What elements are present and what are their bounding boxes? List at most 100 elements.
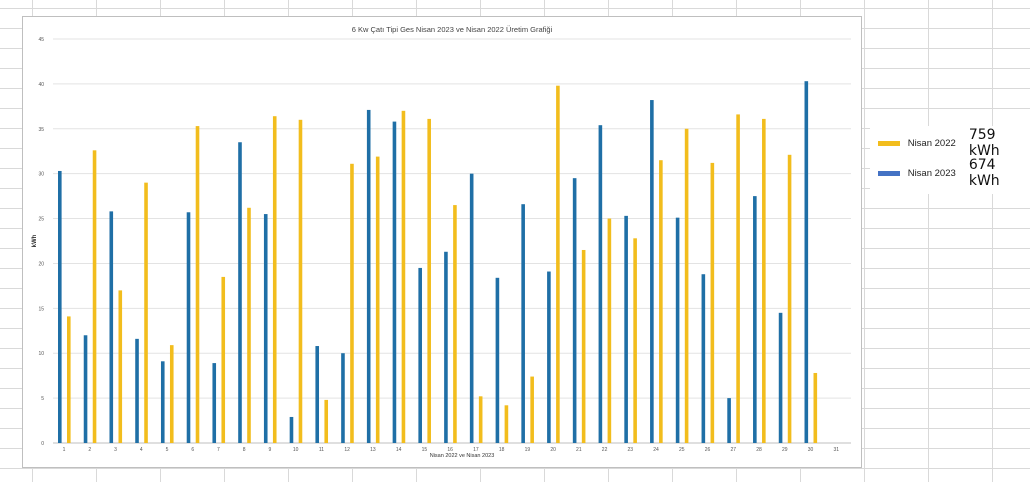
bar-nisan-2023 xyxy=(495,277,500,443)
bar-nisan-2023 xyxy=(186,212,191,443)
x-tick-label: 3 xyxy=(114,447,117,453)
chart-title: 6 Kw Çatı Tipi Ges Nisan 2023 ve Nisan 2… xyxy=(352,25,553,34)
x-tick-label: 30 xyxy=(808,447,814,453)
y-tick-label: 35 xyxy=(38,127,44,133)
legend: Nisan 2022 759 kWh Nisan 2023 674 kWh xyxy=(870,126,1030,194)
bar-nisan-2022 xyxy=(67,316,71,443)
bar-nisan-2022 xyxy=(453,205,457,443)
bar-nisan-2023 xyxy=(675,217,680,443)
bar-nisan-2022 xyxy=(272,116,277,443)
bar-nisan-2023 xyxy=(650,100,654,443)
x-tick-label: 4 xyxy=(140,447,143,453)
x-tick-label: 20 xyxy=(550,447,556,453)
bar-nisan-2022 xyxy=(607,218,612,443)
legend-total-2023: 674 kWh xyxy=(968,157,1000,189)
x-tick-label: 17 xyxy=(473,447,479,453)
legend-item-2023: Nisan 2023 674 kWh xyxy=(878,157,1030,189)
legend-swatch-2023 xyxy=(878,170,900,176)
bar-nisan-2022 xyxy=(787,154,792,443)
x-tick-label: 8 xyxy=(243,447,246,453)
bar-nisan-2023 xyxy=(572,178,577,443)
bar-nisan-2023 xyxy=(58,170,62,443)
bar-nisan-2022 xyxy=(710,162,715,444)
y-tick-label: 15 xyxy=(38,306,44,312)
bar-nisan-2023 xyxy=(753,196,757,443)
y-tick-label: 25 xyxy=(38,217,44,223)
x-tick-label: 7 xyxy=(217,447,220,453)
bar-nisan-2023 xyxy=(238,142,242,443)
bar-nisan-2023 xyxy=(521,204,525,443)
bar-nisan-2022 xyxy=(762,118,766,443)
x-axis-label: Nisan 2022 ve Nisan 2023 xyxy=(430,453,495,459)
bar-nisan-2022 xyxy=(401,110,406,444)
bar-nisan-2023 xyxy=(547,271,551,443)
x-tick-label: 9 xyxy=(269,447,272,453)
x-tick-label: 29 xyxy=(782,447,788,453)
bar-nisan-2022 xyxy=(736,114,740,443)
x-tick-label: 19 xyxy=(525,447,531,453)
bar-nisan-2022 xyxy=(659,160,663,443)
bar-nisan-2023 xyxy=(366,109,371,444)
bar-nisan-2023 xyxy=(624,215,628,443)
y-tick-label: 0 xyxy=(41,441,44,447)
bar-nisan-2022 xyxy=(247,207,251,443)
bar-nisan-2022 xyxy=(684,128,689,443)
x-tick-label: 28 xyxy=(756,447,762,453)
bar-nisan-2022 xyxy=(324,399,329,443)
bar-nisan-2022 xyxy=(118,290,123,443)
x-tick-label: 27 xyxy=(731,447,737,453)
x-tick-label: 21 xyxy=(576,447,582,453)
bar-nisan-2022 xyxy=(530,376,534,443)
bar-nisan-2023 xyxy=(341,353,345,443)
bar-nisan-2023 xyxy=(109,211,114,443)
bar-nisan-2023 xyxy=(598,125,603,443)
chart-area[interactable]: 6 Kw Çatı Tipi Ges Nisan 2023 ve Nisan 2… xyxy=(22,16,862,468)
bar-nisan-2022 xyxy=(556,85,560,443)
bar-nisan-2023 xyxy=(778,312,783,443)
bar-nisan-2022 xyxy=(375,156,380,443)
bar-nisan-2022 xyxy=(169,345,174,443)
bar-nisan-2023 xyxy=(701,274,706,443)
legend-label-2022: Nisan 2022 xyxy=(907,137,956,149)
y-axis-label: kWh xyxy=(32,234,38,247)
x-tick-label: 13 xyxy=(370,447,376,453)
bar-nisan-2023 xyxy=(392,121,397,444)
x-tick-label: 16 xyxy=(447,447,453,453)
bar-nisan-2023 xyxy=(212,363,217,443)
x-tick-label: 31 xyxy=(833,447,839,453)
x-tick-label: 6 xyxy=(191,447,194,453)
bar-nisan-2022 xyxy=(350,163,354,443)
bar-nisan-2022 xyxy=(478,396,483,443)
y-tick-label: 30 xyxy=(38,172,44,178)
bar-chart: 6 Kw Çatı Tipi Ges Nisan 2023 ve Nisan 2… xyxy=(32,25,851,459)
x-tick-label: 18 xyxy=(499,447,505,453)
x-tick-label: 12 xyxy=(344,447,350,453)
legend-label-2023: Nisan 2023 xyxy=(907,167,956,179)
y-tick-label: 5 xyxy=(41,396,44,402)
bar-nisan-2022 xyxy=(92,150,97,443)
x-tick-label: 25 xyxy=(679,447,685,453)
bar-nisan-2023 xyxy=(263,214,268,443)
y-tick-label: 40 xyxy=(38,82,44,88)
bar-nisan-2022 xyxy=(427,118,431,443)
legend-total-2022: 759 kWh xyxy=(968,127,1000,159)
x-tick-label: 10 xyxy=(293,447,299,453)
x-tick-label: 26 xyxy=(705,447,711,453)
bar-nisan-2023 xyxy=(727,398,731,443)
legend-item-2022: Nisan 2022 759 kWh xyxy=(878,127,1030,159)
bar-nisan-2023 xyxy=(289,416,294,443)
bar-nisan-2022 xyxy=(195,126,200,443)
x-tick-label: 11 xyxy=(319,447,324,453)
x-tick-label: 24 xyxy=(653,447,659,453)
x-tick-label: 23 xyxy=(628,447,634,453)
bar-nisan-2022 xyxy=(504,405,509,443)
bar-nisan-2022 xyxy=(581,249,586,443)
bar-nisan-2023 xyxy=(804,81,809,443)
y-tick-label: 20 xyxy=(38,261,44,267)
bar-nisan-2022 xyxy=(144,182,148,443)
bar-nisan-2023 xyxy=(444,251,448,443)
legend-swatch-2022 xyxy=(878,140,900,146)
x-tick-label: 22 xyxy=(602,447,608,453)
x-tick-label: 1 xyxy=(63,447,66,453)
x-tick-label: 5 xyxy=(166,447,169,453)
